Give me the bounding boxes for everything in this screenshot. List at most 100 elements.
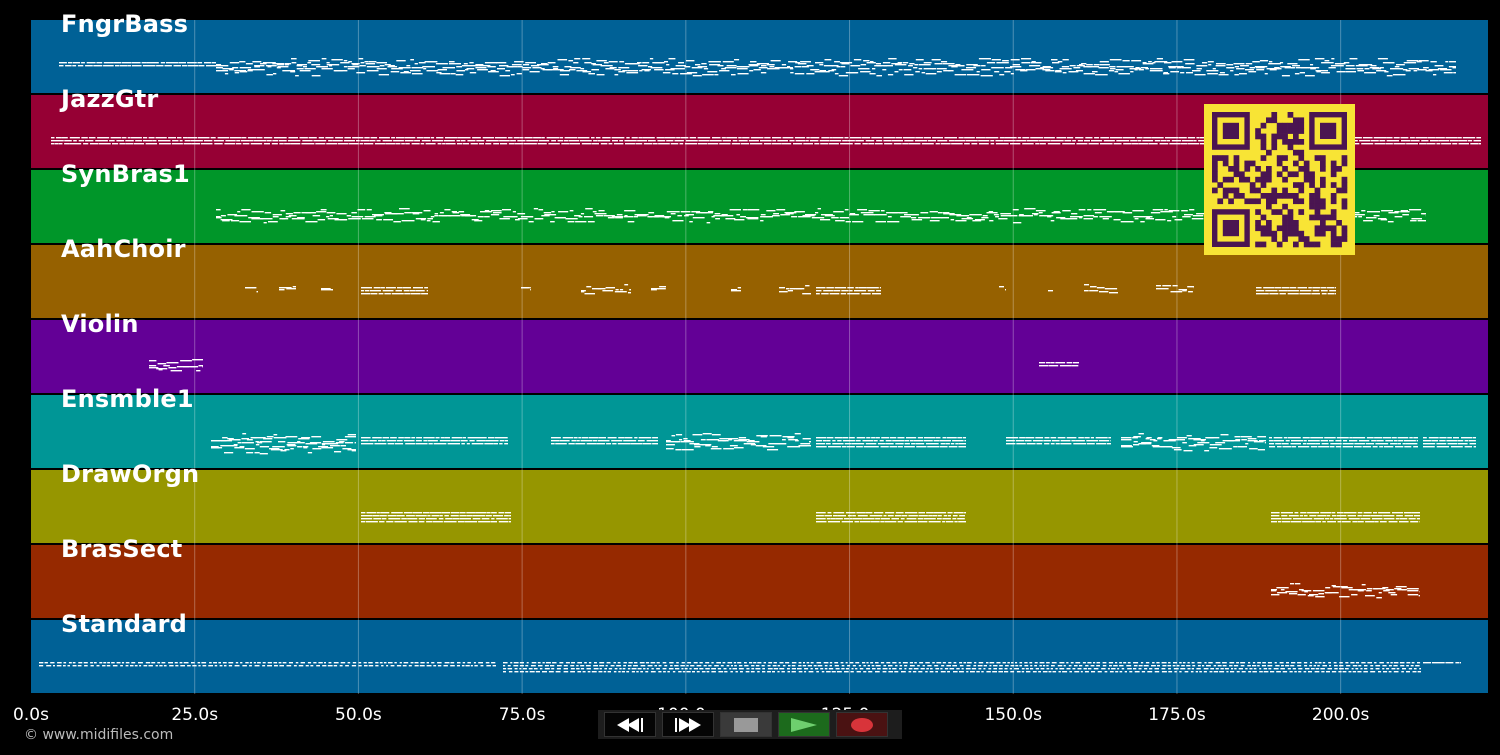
- note: [1167, 220, 1172, 222]
- note: [1034, 662, 1038, 664]
- note: [412, 213, 420, 215]
- note: [650, 671, 656, 673]
- note: [291, 58, 297, 60]
- note: [391, 213, 404, 215]
- note: [1019, 665, 1022, 667]
- note: [776, 209, 786, 211]
- note: [1233, 63, 1245, 65]
- note: [606, 443, 612, 445]
- note: [876, 140, 883, 142]
- note: [999, 137, 1005, 139]
- note: [883, 515, 887, 517]
- note: [471, 219, 479, 221]
- note: [149, 365, 157, 367]
- note: [904, 74, 914, 76]
- note: [904, 440, 909, 442]
- note: [652, 437, 658, 439]
- note: [168, 662, 173, 664]
- note: [866, 668, 871, 670]
- note: [823, 290, 834, 292]
- note: [403, 440, 415, 442]
- note: [608, 668, 613, 670]
- note: [460, 214, 471, 216]
- note: [1124, 671, 1127, 673]
- note: [485, 515, 492, 517]
- note: [1238, 668, 1243, 670]
- play-button[interactable]: [778, 712, 830, 737]
- note: [251, 211, 264, 213]
- note: [1343, 440, 1348, 442]
- note: [1430, 61, 1437, 63]
- note: [901, 671, 906, 673]
- note: [1038, 671, 1041, 673]
- note: [401, 143, 405, 145]
- note: [148, 665, 153, 667]
- fast-forward-button[interactable]: [662, 712, 714, 737]
- note: [361, 290, 365, 292]
- note: [897, 437, 905, 439]
- note: [849, 437, 855, 439]
- note: [478, 65, 491, 67]
- record-button[interactable]: [836, 712, 888, 737]
- note: [159, 665, 163, 667]
- note: [1334, 668, 1338, 670]
- note: [849, 290, 853, 292]
- note: [1229, 662, 1235, 664]
- time-tick-label: 175.0s: [1148, 705, 1206, 725]
- note: [941, 665, 945, 667]
- note: [1279, 662, 1284, 664]
- note: [396, 515, 405, 517]
- note: [855, 440, 861, 442]
- note: [1054, 71, 1062, 73]
- note: [386, 521, 394, 523]
- note: [1371, 440, 1377, 442]
- note: [734, 665, 737, 667]
- note: [444, 140, 455, 142]
- note: [533, 137, 542, 139]
- note: [587, 221, 595, 223]
- note: [444, 209, 451, 211]
- note: [779, 668, 785, 670]
- note: [612, 140, 618, 142]
- note: [1397, 589, 1407, 591]
- note: [882, 671, 887, 673]
- note: [237, 442, 242, 444]
- note: [1132, 210, 1144, 212]
- note: [1281, 665, 1284, 667]
- note: [1355, 668, 1359, 670]
- note: [1168, 662, 1171, 664]
- note: [986, 662, 989, 664]
- note: [157, 662, 161, 664]
- note: [530, 665, 536, 667]
- note: [614, 69, 621, 71]
- note: [96, 62, 103, 64]
- note: [1281, 518, 1292, 520]
- note: [414, 140, 420, 142]
- note: [1320, 668, 1325, 670]
- note: [771, 143, 782, 145]
- note: [514, 668, 518, 670]
- note: [621, 671, 625, 673]
- note: [1187, 137, 1196, 139]
- note: [656, 662, 660, 664]
- stop-button[interactable]: [720, 712, 772, 737]
- note: [574, 58, 581, 60]
- note: [582, 437, 589, 439]
- note: [822, 440, 827, 442]
- note: [740, 216, 746, 218]
- note: [1388, 671, 1392, 673]
- note: [368, 61, 377, 63]
- note: [932, 662, 935, 664]
- note: [1281, 443, 1289, 445]
- note: [666, 140, 674, 142]
- note: [613, 662, 616, 664]
- note: [1383, 671, 1388, 673]
- note: [770, 60, 781, 62]
- note: [1386, 75, 1393, 77]
- note: [737, 73, 749, 75]
- note: [840, 662, 844, 664]
- rewind-button[interactable]: [604, 712, 656, 737]
- note: [668, 668, 674, 670]
- track-label: FngrBass: [61, 10, 189, 38]
- note: [530, 287, 531, 289]
